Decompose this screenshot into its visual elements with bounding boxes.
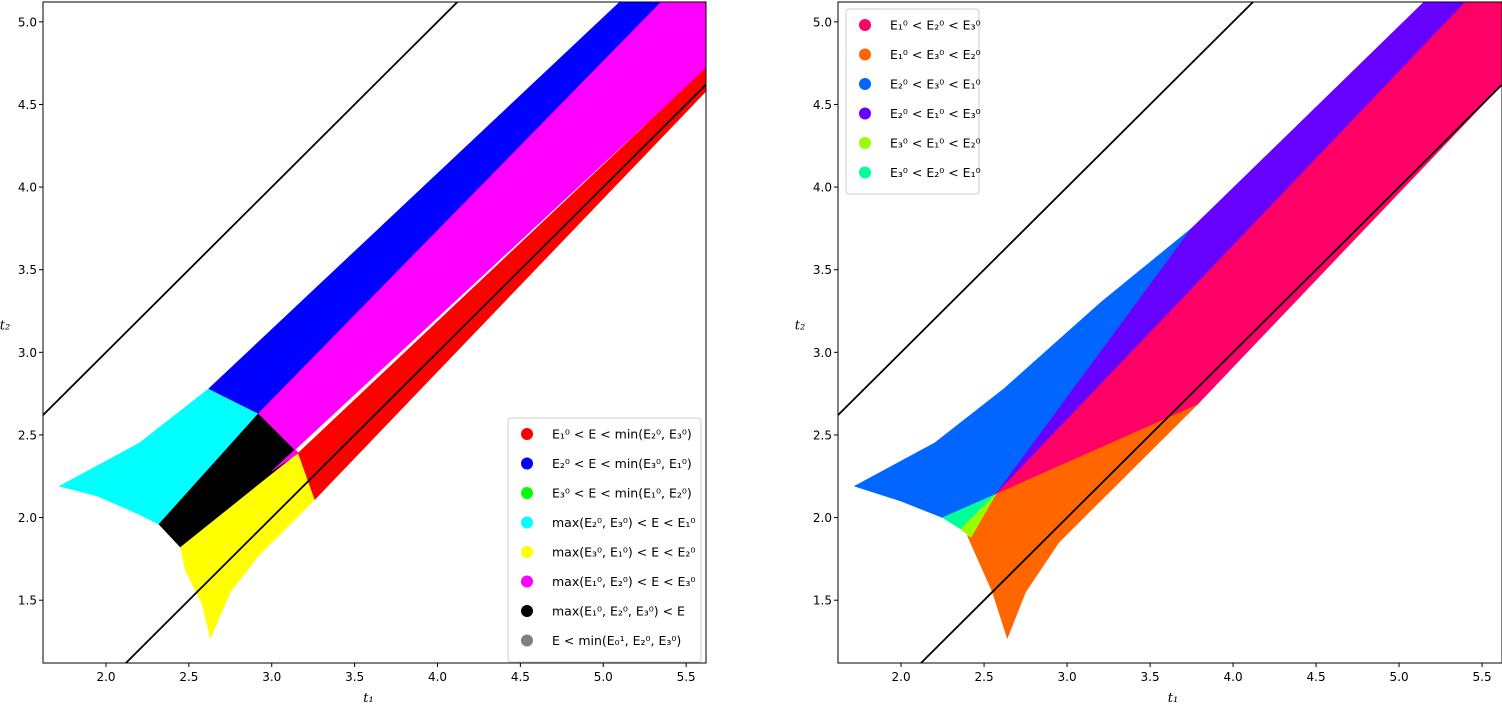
legend-label: E < min(E₀¹, E₂⁰, E₃⁰): [552, 633, 681, 648]
y-tick-label: 3.5: [18, 263, 37, 277]
x-tick-label: 5.0: [594, 670, 613, 684]
region-lime: [960, 494, 996, 538]
y-tick-label: 2.5: [18, 428, 37, 442]
y-tick-label: 2.0: [813, 511, 832, 525]
region-orange: [967, 404, 1197, 640]
legend-label: E₂⁰ < E₁⁰ < E₃⁰: [890, 106, 981, 121]
x-tick-label: 3.0: [262, 670, 281, 684]
boundary-line: [920, 83, 1502, 663]
x-tick-label: 3.0: [1058, 670, 1077, 684]
region-red: [297, 67, 706, 500]
boundary-line: [838, 2, 1254, 416]
x-tick-label: 3.5: [1141, 670, 1160, 684]
left-lines: [43, 2, 706, 663]
region-magenta: [258, 2, 706, 472]
left-x-axis-label: t₁: [363, 691, 373, 706]
right-regions: [853, 2, 1502, 640]
right-x-axis-label: t₁: [1168, 691, 1178, 706]
legend-label: E₂⁰ < E < min(E₃⁰, E₁⁰): [552, 456, 692, 471]
y-tick-label: 4.5: [813, 98, 832, 112]
left-legend: E₁⁰ < E < min(E₂⁰, E₃⁰) E₂⁰ < E < min(E₃⁰…: [507, 417, 702, 663]
x-tick-label: 4.5: [1307, 670, 1326, 684]
legend-label: E₃⁰ < E₂⁰ < E₁⁰: [890, 165, 981, 180]
x-tick-label: 2.0: [892, 670, 911, 684]
x-tick-label: 5.0: [1390, 670, 1409, 684]
right-legend: E₁⁰ < E₂⁰ < E₃⁰ E₁⁰ < E₃⁰ < E₂⁰ E₂⁰ < E₃⁰ …: [845, 8, 981, 195]
legend-label: E₃⁰ < E < min(E₁⁰, E₂⁰): [552, 486, 692, 501]
y-tick-label: 4.0: [18, 181, 37, 195]
boundary-line: [125, 83, 706, 663]
x-tick-label: 2.0: [96, 670, 115, 684]
left-axes-frame: [42, 1, 707, 664]
right-lines: [838, 2, 1502, 663]
region-blue: [208, 2, 662, 414]
right-y-axis-label: t₂: [795, 319, 805, 334]
x-tick-label: 4.5: [511, 670, 530, 684]
x-tick-label: 3.5: [345, 670, 364, 684]
y-tick-label: 1.5: [18, 594, 37, 608]
y-tick-label: 4.5: [18, 98, 37, 112]
legend-label: E₁⁰ < E₃⁰ < E₂⁰: [890, 47, 981, 62]
y-tick-label: 3.0: [813, 346, 832, 360]
x-tick-label: 5.5: [1473, 670, 1492, 684]
legend-box: [507, 417, 702, 663]
legend-label: E₁⁰ < E < min(E₂⁰, E₃⁰): [552, 427, 692, 442]
legend-marker: [521, 546, 533, 558]
legend-marker: [521, 605, 533, 617]
legend-label: E₃⁰ < E₁⁰ < E₂⁰: [890, 136, 981, 151]
legend-marker: [859, 137, 871, 149]
legend-marker: [521, 487, 533, 499]
x-tick-label: 2.5: [975, 670, 994, 684]
legend-marker: [521, 428, 533, 440]
legend-label: E₁⁰ < E₂⁰ < E₃⁰: [890, 18, 981, 33]
y-tick-label: 3.0: [18, 346, 37, 360]
legend-box: [845, 8, 980, 195]
legend-marker: [521, 575, 533, 588]
legend-label: max(E₁⁰, E₂⁰, E₃⁰) < E: [552, 604, 685, 619]
y-tick-label: 5.0: [813, 15, 832, 29]
legend-marker: [859, 48, 871, 61]
region-rose: [995, 2, 1502, 495]
boundary-line: [43, 2, 459, 416]
legend-marker: [521, 516, 533, 529]
legend-marker: [859, 78, 871, 90]
right-plot: 2.0 2.5 3.0 3.5 4.0 4.5 5.0 5.5 1.5 2.0 2.5 3.0 3.5…: [795, 1, 1502, 706]
legend-label: max(E₃⁰, E₁⁰) < E < E₂⁰: [552, 545, 695, 560]
left-y-axis-label: t₂: [0, 319, 10, 334]
x-tick-label: 5.5: [677, 670, 696, 684]
legend-label: max(E₁⁰, E₂⁰) < E < E₃⁰: [552, 574, 695, 589]
y-tick-label: 4.0: [813, 181, 832, 195]
y-tick-label: 5.0: [18, 15, 37, 29]
right-y-ticks: 1.5 2.0 2.5 3.0 3.5 4.0 4.5 5.0: [813, 15, 838, 608]
right-axes-frame: [837, 1, 1502, 664]
left-y-ticks: 1.5 2.0 2.5 3.0 3.5 4.0 4.5 5.0: [18, 15, 43, 608]
y-tick-label: 3.5: [813, 263, 832, 277]
legend-marker: [859, 19, 871, 31]
left-plot: 2.0 2.5 3.0 3.5 4.0 4.5 5.0 5.5 1.5 2.0 2.5 3.0 3.5…: [0, 1, 707, 706]
y-tick-label: 2.0: [18, 511, 37, 525]
left-regions: [58, 2, 706, 640]
legend-label: E₂⁰ < E₃⁰ < E₁⁰: [890, 77, 981, 92]
y-tick-label: 1.5: [813, 594, 832, 608]
x-tick-label: 4.0: [1224, 670, 1243, 684]
legend-marker: [521, 457, 533, 470]
legend-marker: [859, 107, 871, 120]
x-tick-label: 4.0: [428, 670, 447, 684]
legend-label: max(E₂⁰, E₃⁰) < E < E₁⁰: [552, 515, 695, 530]
x-tick-label: 2.5: [179, 670, 198, 684]
legend-marker: [521, 634, 533, 647]
left-x-ticks: 2.0 2.5 3.0 3.5 4.0 4.5 5.0 5.5: [96, 663, 696, 684]
y-tick-label: 2.5: [813, 428, 832, 442]
legend-marker: [859, 166, 871, 179]
right-x-ticks: 2.0 2.5 3.0 3.5 4.0 4.5 5.0 5.5: [892, 663, 1492, 684]
